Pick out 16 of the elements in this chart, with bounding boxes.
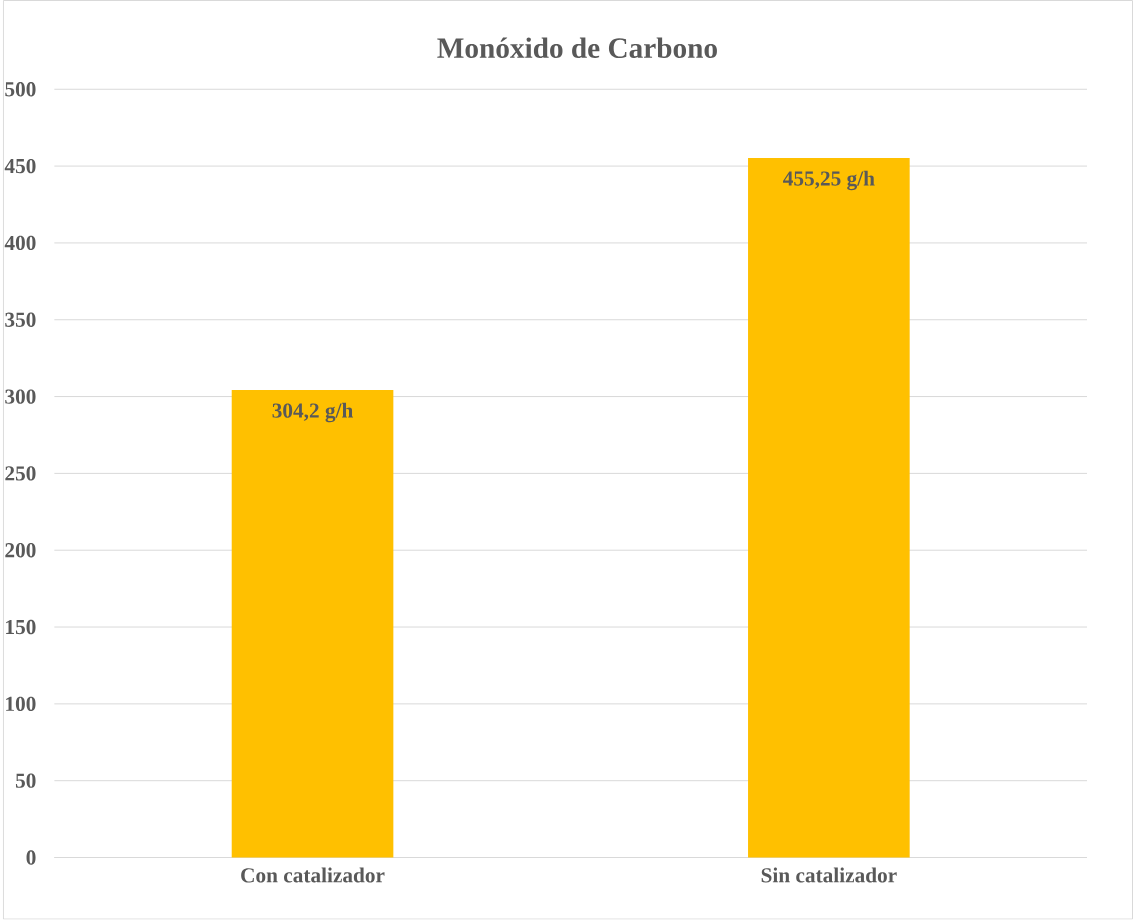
y-tick-label: 200 xyxy=(5,543,36,558)
x-tick-label: Con catalizador xyxy=(241,867,385,883)
y-tick-label: 350 xyxy=(5,312,36,328)
y-tick-label: 150 xyxy=(6,620,36,635)
chart-title: Monóxido de Carbono xyxy=(437,37,717,59)
y-tick-label: 100 xyxy=(6,696,36,712)
y-tick-label: 450 xyxy=(4,159,36,174)
x-tick-label: Sin catalizador xyxy=(761,867,897,883)
y-tick-label: 250 xyxy=(5,466,36,481)
data-label: 304,2 g/h xyxy=(272,402,354,423)
data-label: 455,25 g/h xyxy=(783,170,875,191)
y-tick-label: 400 xyxy=(4,235,36,251)
y-tick-label: 300 xyxy=(5,389,36,404)
y-tick-label: 0 xyxy=(26,850,36,865)
y-tick-label: 500 xyxy=(5,82,36,97)
y-tick-label: 50 xyxy=(15,773,36,789)
